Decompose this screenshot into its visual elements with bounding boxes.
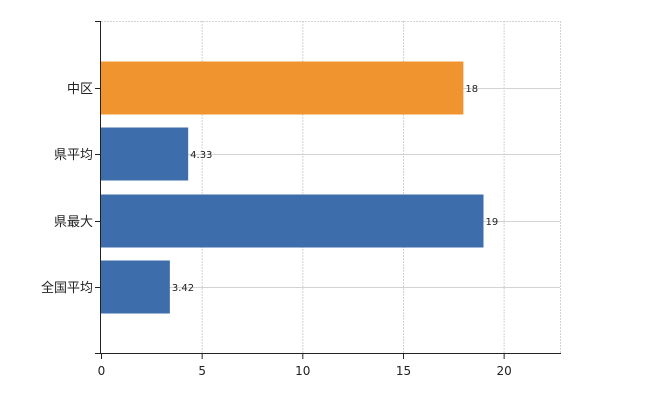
y-category-label-0: 中区 xyxy=(67,82,93,97)
x-tick-label-0: 0 xyxy=(98,364,106,378)
bar-layer xyxy=(101,61,484,314)
bar-1 xyxy=(101,127,189,181)
bar-0 xyxy=(101,61,464,115)
x-tick-label-1: 5 xyxy=(198,364,206,378)
bar-3 xyxy=(101,260,170,314)
x-tick-label-4: 20 xyxy=(496,364,511,378)
x-tick-label-2: 10 xyxy=(295,364,310,378)
data-label-2: 19 xyxy=(486,217,499,228)
y-category-label-2: 県最大 xyxy=(54,215,93,230)
data-label-1: 4.33 xyxy=(190,150,212,161)
data-label-3: 3.42 xyxy=(172,283,194,294)
axis-layer xyxy=(95,21,561,359)
y-category-label-3: 全国平均 xyxy=(41,280,93,296)
data-label-0: 18 xyxy=(465,84,478,95)
x-tick-label-3: 15 xyxy=(396,364,411,378)
y-category-label-1: 県平均 xyxy=(54,148,93,163)
bar-2 xyxy=(101,194,484,248)
